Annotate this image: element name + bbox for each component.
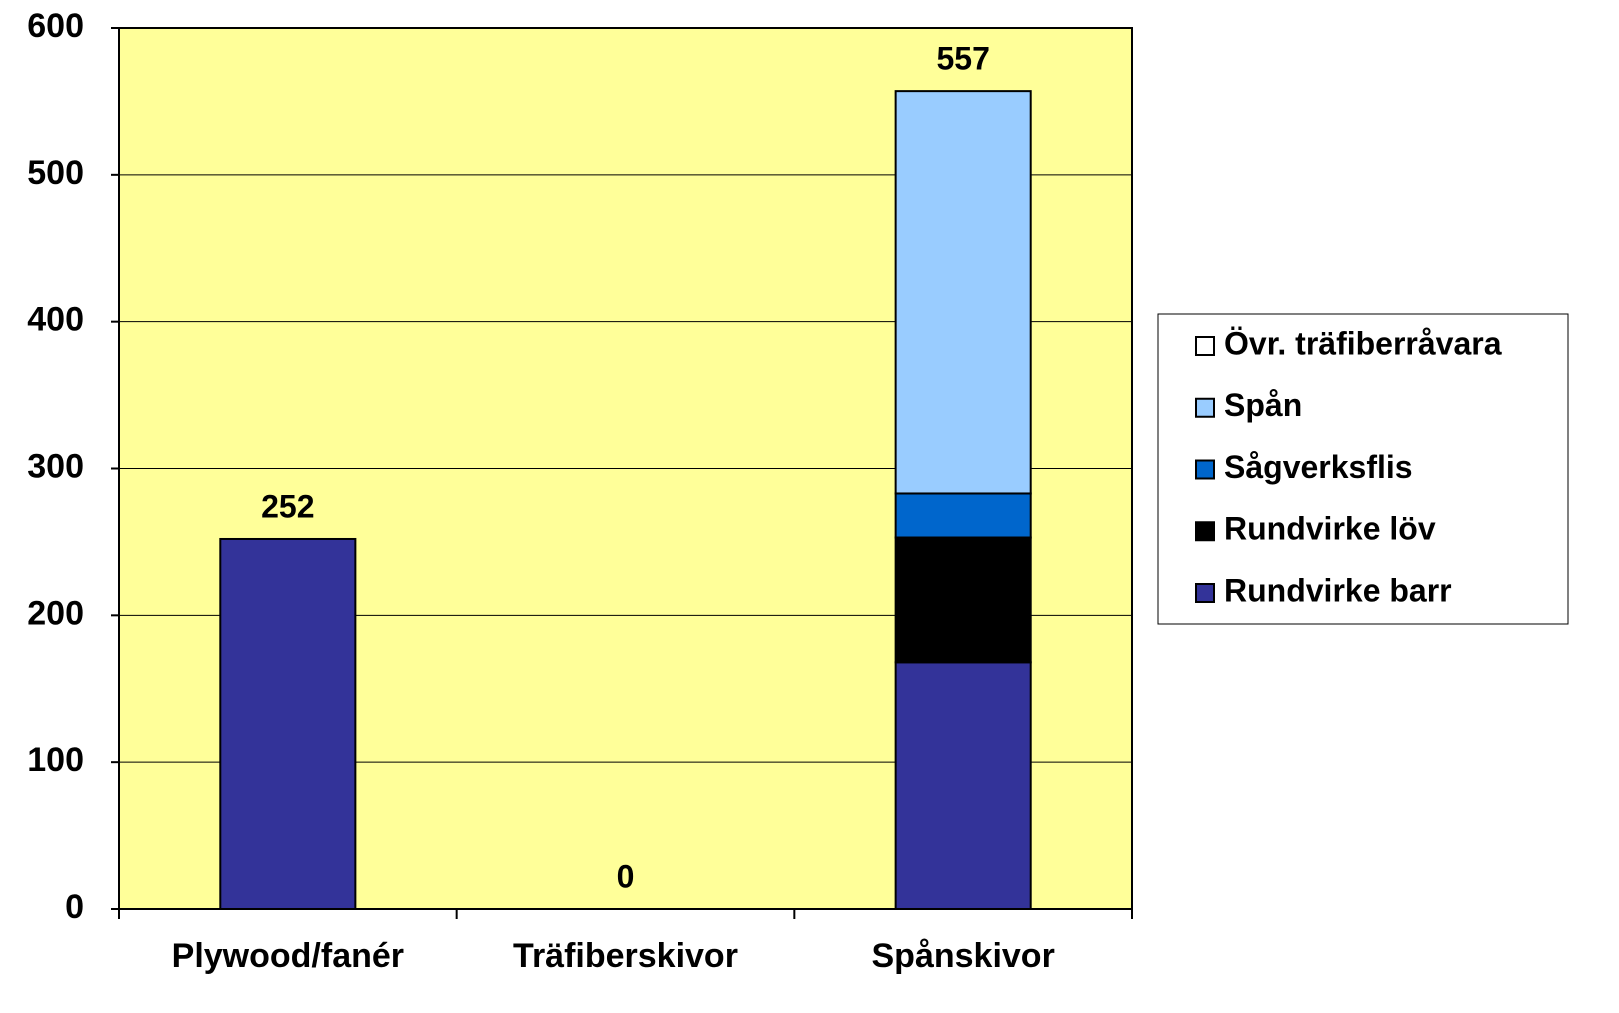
- legend-label: Rundvirke löv: [1224, 511, 1436, 547]
- legend-swatch: [1195, 397, 1215, 418]
- y-tick-label: 0: [65, 888, 84, 926]
- bar-segment: [894, 90, 1032, 495]
- legend-swatch: [1195, 521, 1215, 542]
- y-tick-label: 200: [27, 594, 84, 632]
- x-tick-label: Spånskivor: [872, 937, 1055, 975]
- total-label: 252: [261, 488, 314, 524]
- y-tick-label: 400: [27, 301, 84, 339]
- legend-label: Övr. träfiberråvara: [1224, 325, 1502, 361]
- legend-swatch: [1195, 459, 1215, 480]
- legend-label: Spån: [1224, 387, 1302, 423]
- bar-segment: [894, 536, 1032, 664]
- y-tick-label: 600: [27, 7, 84, 45]
- y-tick-label: 100: [27, 741, 84, 779]
- legend-swatch: [1195, 583, 1215, 603]
- legend-swatch: [1195, 336, 1215, 356]
- x-tick-label: Plywood/fanér: [172, 937, 404, 975]
- y-tick-label: 500: [27, 154, 84, 192]
- x-tick-label: Träfiberskivor: [513, 937, 738, 975]
- bar-segment: [219, 537, 357, 910]
- bar-segment: [894, 492, 1032, 539]
- legend-label: Rundvirke barr: [1224, 572, 1452, 608]
- total-label: 557: [936, 41, 989, 77]
- y-tick-label: 300: [27, 447, 84, 485]
- legend-box: [1157, 313, 1569, 625]
- bar-segment: [894, 661, 1032, 910]
- total-label: 0: [617, 858, 635, 894]
- legend-label: Sågverksflis: [1224, 449, 1413, 485]
